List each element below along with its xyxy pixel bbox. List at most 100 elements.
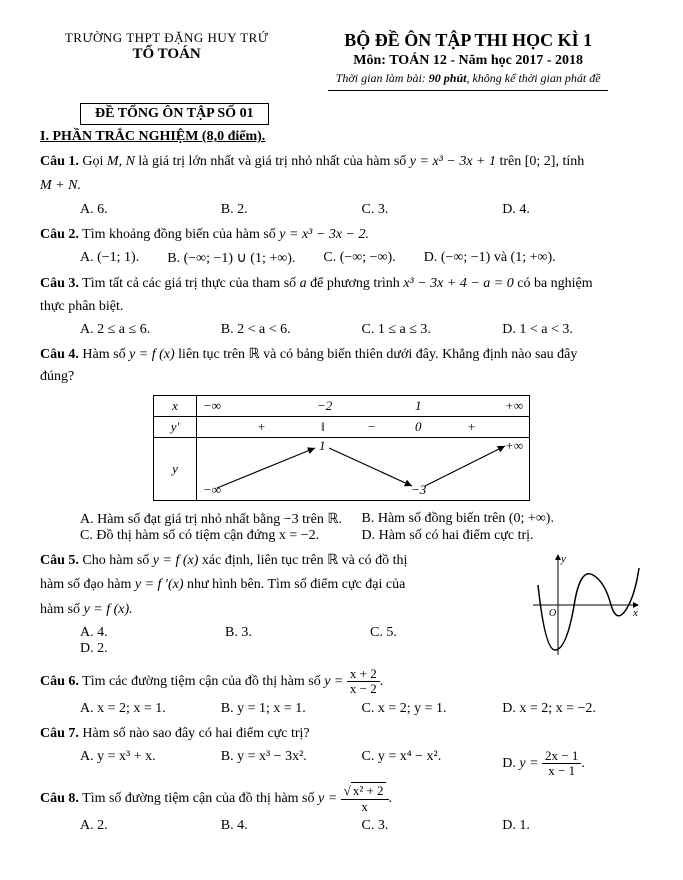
yp-bar: ‖	[321, 419, 325, 435]
header-divider	[328, 90, 608, 91]
q6-text: Tìm các đường tiệm cận của đồ thị hàm số	[82, 674, 324, 689]
q4-opt-d: D. Hàm số có hai điểm cực trị.	[362, 528, 644, 544]
q5-f: y = f (x)	[153, 553, 199, 568]
y-m3: −3	[411, 482, 426, 498]
q5-fp: y = f ′(x)	[135, 577, 184, 592]
timing-duration: 90 phút	[429, 71, 467, 85]
question-7: Câu 7. Hàm số nào sao đây có hai điểm cự…	[40, 723, 643, 745]
q7-d-frac: 2x − 1 x − 1	[542, 749, 581, 779]
q6-label: Câu 6.	[40, 674, 79, 689]
graph-icon: y x O	[523, 550, 643, 660]
q6-opt-a: A. x = 2; x = 1.	[80, 701, 221, 717]
q2-opt-a: A. (−1; 1).	[80, 250, 139, 267]
q7-opt-c: C. y = x⁴ − x².	[362, 749, 503, 779]
question-2: Câu 2. Tìm khoảng đồng biến của hàm số y…	[40, 224, 643, 246]
section-points: (8,0 điểm).	[202, 129, 265, 144]
q8-opt-c: C. 3.	[362, 818, 503, 834]
q1-opt-d: D. 4.	[502, 202, 643, 218]
q5-l1a: Cho hàm số	[82, 553, 152, 568]
header-right: BỘ ĐỀ ÔN TẬP THI HỌC KÌ 1 Môn: TOÁN 12 -…	[293, 30, 643, 91]
q3-t3: có ba nghiệm	[514, 276, 593, 291]
q8-text: Tìm số đường tiệm cận của đồ thị hàm số	[82, 792, 318, 807]
q8-dot: .	[389, 792, 393, 807]
q3-a: a	[300, 276, 307, 291]
q3-t1: Tìm tất cả các giá trị thực của tham số	[82, 276, 300, 291]
q8-num: x² + 2	[341, 784, 389, 799]
x-ninf: −∞	[203, 398, 221, 414]
question-4: Câu 4. Hàm số y = f (x) liên tục trên ℝ …	[40, 344, 643, 366]
q4-line2: đúng?	[40, 366, 643, 388]
q7-d-num: 2x − 1	[542, 749, 581, 764]
q3-label: Câu 3.	[40, 276, 79, 291]
q5-l2a: hàm số đạo hàm	[40, 577, 135, 592]
y-ninf: −∞	[203, 482, 221, 498]
exam-title: BỘ ĐỀ ÔN TẬP THI HỌC KÌ 1	[293, 30, 643, 51]
q2-opt-b: B. (−∞; −1) ∪ (1; +∞).	[167, 250, 295, 267]
q1-t4: , tính	[555, 154, 584, 169]
q5-l3a: hàm số	[40, 602, 84, 617]
q5-set: ℝ	[327, 553, 338, 568]
q1-mn: M, N	[107, 154, 135, 169]
question-5: y x O Câu 5. Cho hàm số y = f (x) xác đị…	[40, 550, 643, 657]
page-header: TRƯỜNG THPT ĐẶNG HUY TRỨ TỔ TOÁN BỘ ĐỀ Ô…	[40, 30, 643, 91]
q5-options: A. 4. B. 3. C. 5. D. 2.	[80, 625, 515, 657]
q3-opt-b: B. 2 < a < 6.	[221, 322, 362, 338]
q5-opt-a: A. 4.	[80, 625, 225, 641]
q1-t2: là giá trị lớn nhất và giá trị nhỏ nhất …	[135, 154, 410, 169]
q4-opt-b: B. Hàm số đồng biến trên (0; +∞).	[362, 511, 644, 528]
q1-line2: M + N.	[40, 175, 643, 197]
q6-opt-d: D. x = 2; x = −2.	[502, 701, 643, 717]
q5-l2b: như hình bên. Tìm số điểm cực đại của	[184, 577, 406, 592]
q1-label: Câu 1.	[40, 154, 79, 169]
q1-t3: trên	[496, 154, 525, 169]
q2-opt-d: D. (−∞; −1) và (1; +∞).	[424, 250, 556, 267]
q2-opt-c: C. (−∞; −∞).	[323, 250, 395, 267]
q7-d-den: x − 1	[542, 764, 581, 778]
header-left: TRƯỜNG THPT ĐẶNG HUY TRỨ TỔ TOÁN	[40, 30, 293, 91]
q4-t3: và có bảng biến thiên dưới đây. Khẳng đị…	[260, 347, 578, 362]
subject-line: Môn: TOÁN 12 - Năm học 2017 - 2018	[293, 53, 643, 69]
q4-opt-a: A. Hàm số đạt giá trị nhỏ nhất bằng −3 t…	[80, 511, 362, 528]
q2-options: A. (−1; 1). B. (−∞; −1) ∪ (1; +∞). C. (−…	[80, 250, 643, 267]
q7-text: Hàm số nào sao đây có hai điểm cực trị?	[82, 726, 309, 741]
th-yprime: y′	[154, 416, 197, 437]
q7-options: A. y = x³ + x. B. y = x³ − 3x². C. y = x…	[80, 749, 643, 779]
q5-opt-c: C. 5.	[370, 625, 515, 641]
axis-y-label: y	[560, 553, 566, 565]
axis-x-label: x	[632, 607, 638, 619]
section-heading: I. PHẦN TRẮC NGHIỆM (8,0 điểm).	[40, 129, 643, 145]
q3-line2: thực phân biệt.	[40, 296, 643, 318]
q8-den: x	[341, 800, 389, 814]
question-8: Câu 8. Tìm số đường tiệm cận của đồ thị …	[40, 784, 643, 814]
section-label: I. PHẦN TRẮC NGHIỆM	[40, 129, 198, 144]
q6-frac: x + 2 x − 2	[347, 667, 380, 697]
yp-minus: −	[367, 419, 376, 435]
q6-den: x − 2	[347, 682, 380, 696]
timing-prefix: Thời gian làm bài:	[336, 71, 429, 85]
variation-table: x −∞ −2 1 +∞ y′ + ‖ − 0 + y −	[40, 395, 643, 501]
q7-opt-b: B. y = x³ − 3x².	[221, 749, 362, 779]
yp-plus1: +	[257, 419, 266, 435]
q1-func: y = x³ − 3x + 1	[410, 154, 496, 169]
q8-num-in: x² + 2	[351, 782, 386, 798]
exam-number-box: ĐỀ TỔNG ÔN TẬP SỐ 01	[80, 103, 269, 125]
q1-opt-b: B. 2.	[221, 202, 362, 218]
q7-d-pre: D.	[502, 756, 519, 771]
q2-label: Câu 2.	[40, 227, 79, 242]
question-6: Câu 6. Tìm các đường tiệm cận của đồ thị…	[40, 667, 643, 697]
th-x: x	[154, 395, 197, 416]
q5-l3b: y = f (x).	[84, 602, 133, 617]
timing-suffix: , không kể thời gian phát đề	[466, 71, 600, 85]
q4-set: ℝ	[249, 347, 260, 362]
x-m2: −2	[317, 398, 332, 414]
q5-opt-b: B. 3.	[225, 625, 370, 641]
q6-options: A. x = 2; x = 1. B. y = 1; x = 1. C. x =…	[80, 701, 643, 717]
q5-label: Câu 5.	[40, 553, 79, 568]
q8-options: A. 2. B. 4. C. 3. D. 1.	[80, 818, 643, 834]
q2-func: y = x³ − 3x − 2.	[279, 227, 369, 242]
q1-sum: M + N.	[40, 178, 81, 193]
origin-label: O	[549, 608, 556, 619]
q7-label: Câu 7.	[40, 726, 79, 741]
q6-yeq: y =	[324, 674, 343, 689]
q3-options: A. 2 ≤ a ≤ 6. B. 2 < a < 6. C. 1 ≤ a ≤ 3…	[80, 322, 643, 338]
